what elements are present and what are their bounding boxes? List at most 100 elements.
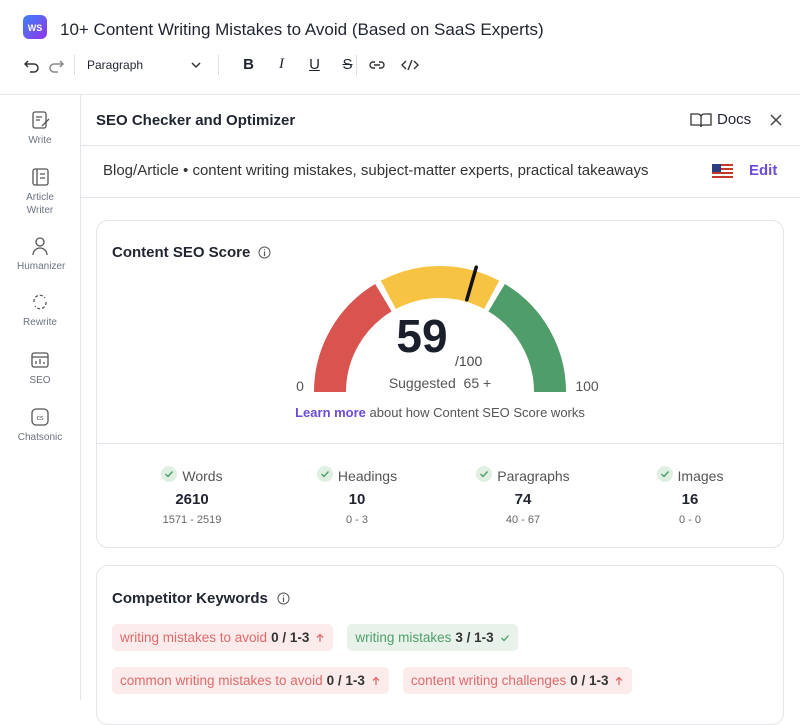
stat-label: Headings bbox=[337, 467, 398, 484]
gauge-min: 0 bbox=[296, 378, 304, 394]
edit-link[interactable]: Edit bbox=[749, 162, 778, 179]
keyword-pill: writing mistakes 3 / 1-3 bbox=[347, 624, 518, 651]
divider bbox=[97, 443, 783, 444]
context-text: Blog/Article • content writing mistakes,… bbox=[103, 162, 649, 179]
check bbox=[656, 466, 673, 482]
sidebar-border bbox=[80, 95, 81, 700]
score-out-of: /100 bbox=[455, 353, 482, 369]
check-icon bbox=[316, 466, 333, 485]
sidebar-item[interactable]: Rewrite bbox=[0, 292, 80, 329]
docs-link[interactable]: Docs bbox=[717, 111, 752, 128]
format-button[interactable]: S bbox=[342, 56, 353, 73]
score-card bbox=[96, 220, 784, 548]
keyword-pill: common writing mistakes to avoid 0 / 1-3 bbox=[112, 667, 389, 694]
card-title: Content SEO Score bbox=[112, 244, 251, 261]
dropdown-arrow bbox=[191, 62, 201, 69]
logo-text: WS bbox=[28, 23, 43, 33]
stat: Images 16 0 - 0 bbox=[610, 466, 770, 526]
keyword-icon bbox=[500, 633, 510, 643]
learn-more-line: Learn more about how Content SEO Score w… bbox=[240, 405, 640, 420]
sidebar-label: Humanizer bbox=[17, 261, 66, 272]
sidebar-item[interactable]: Article Writer bbox=[0, 167, 80, 217]
sidebar-item[interactable]: cs Chatsonic bbox=[0, 407, 80, 444]
sidebar-icon bbox=[31, 352, 49, 368]
sidebar-icon bbox=[32, 168, 49, 186]
learn-more-link[interactable]: Learn more bbox=[295, 405, 366, 420]
learn-more-text: about how Content SEO Score works bbox=[369, 405, 585, 420]
stat-range: 40 - 67 bbox=[505, 514, 541, 526]
gauge: 59 /100 0 100 bbox=[296, 265, 599, 394]
keyword-count: 3 / 1-3 bbox=[455, 630, 494, 645]
paragraph-select[interactable]: Paragraph bbox=[87, 58, 144, 72]
keyword-pill: writing mistakes to avoid 0 / 1-3 bbox=[112, 624, 334, 651]
status-icon bbox=[616, 676, 623, 685]
keyword-text: writing mistakes bbox=[355, 630, 452, 645]
separator bbox=[356, 55, 357, 75]
sidebar-label: Write bbox=[28, 135, 52, 146]
stat-value: 2610 bbox=[175, 491, 209, 508]
score-value: 59 bbox=[396, 310, 447, 362]
suggested: Suggested 65 + bbox=[340, 375, 540, 391]
keyword-list: writing mistakes to avoid 0 / 1-3 writing … bbox=[112, 624, 792, 710]
status-icon bbox=[372, 676, 380, 685]
stat-value: 10 bbox=[348, 491, 366, 508]
stat-label: Images bbox=[677, 467, 724, 484]
keyword-icon bbox=[371, 676, 381, 686]
stat-range: 1571 - 2519 bbox=[162, 514, 222, 526]
suggested-value: 65 + bbox=[463, 375, 492, 391]
check bbox=[161, 466, 178, 482]
gauge-segment bbox=[314, 284, 393, 393]
sidebar-label: SEO bbox=[29, 375, 51, 386]
gauge-needle bbox=[465, 265, 479, 302]
format-button[interactable]: B bbox=[243, 56, 254, 73]
gauge-segment bbox=[380, 266, 500, 310]
keyword-text: content writing challenges bbox=[410, 673, 567, 688]
sidebar-item[interactable]: Write bbox=[0, 110, 80, 147]
svg-text:cs: cs bbox=[37, 415, 45, 422]
separator bbox=[218, 55, 219, 75]
stat-label-row: Paragraphs bbox=[443, 466, 603, 485]
stat: Paragraphs 74 40 - 67 bbox=[443, 466, 603, 526]
check bbox=[316, 466, 333, 482]
keyword-count: 0 / 1-3 bbox=[326, 673, 365, 688]
keyword-count: 0 / 1-3 bbox=[271, 630, 310, 645]
sidebar-item[interactable]: SEO bbox=[0, 350, 80, 387]
undo-redo[interactable] bbox=[24, 56, 68, 74]
status-icon bbox=[316, 633, 324, 642]
stat-range: 0 - 3 bbox=[345, 514, 368, 526]
sidebar-icon bbox=[33, 294, 47, 310]
stat-range: 0 - 0 bbox=[678, 514, 701, 526]
format-button[interactable]: I bbox=[279, 56, 284, 72]
page: WS 10+ Content Writing Mistakes to Avoid… bbox=[0, 15, 800, 725]
info-icon bbox=[258, 246, 271, 259]
keyword-icon bbox=[614, 676, 624, 686]
docs-icon bbox=[690, 113, 712, 128]
info-icon bbox=[277, 592, 290, 605]
stat-label-row: Words bbox=[112, 466, 272, 485]
check-icon bbox=[476, 466, 493, 485]
check bbox=[476, 466, 493, 482]
close-button[interactable] bbox=[770, 114, 782, 126]
sidebar-icon bbox=[32, 237, 48, 256]
format-button[interactable]: U bbox=[309, 56, 320, 73]
sidebar-label: Chatsonic bbox=[17, 432, 63, 443]
gauge-max: 100 bbox=[575, 378, 599, 394]
link-code-icons[interactable] bbox=[368, 57, 428, 73]
sidebar-icon bbox=[32, 111, 50, 129]
sidebar-icon: cs bbox=[31, 408, 49, 426]
divider bbox=[0, 94, 800, 95]
divider bbox=[81, 197, 800, 198]
status-icon bbox=[500, 634, 509, 641]
keyword-text: writing mistakes to avoid bbox=[120, 630, 268, 645]
stat-label: Paragraphs bbox=[497, 467, 570, 484]
stat: Words 2610 1571 - 2519 bbox=[112, 466, 272, 526]
stat-label-row: Headings bbox=[277, 466, 437, 485]
divider bbox=[81, 145, 800, 146]
flag-icon bbox=[712, 164, 733, 179]
separator bbox=[74, 55, 75, 75]
suggested-label: Suggested bbox=[388, 375, 456, 391]
competitor-title: Competitor Keywords bbox=[112, 590, 268, 607]
sidebar-item[interactable]: Humanizer bbox=[0, 236, 80, 273]
panel-title: SEO Checker and Optimizer bbox=[96, 112, 296, 129]
